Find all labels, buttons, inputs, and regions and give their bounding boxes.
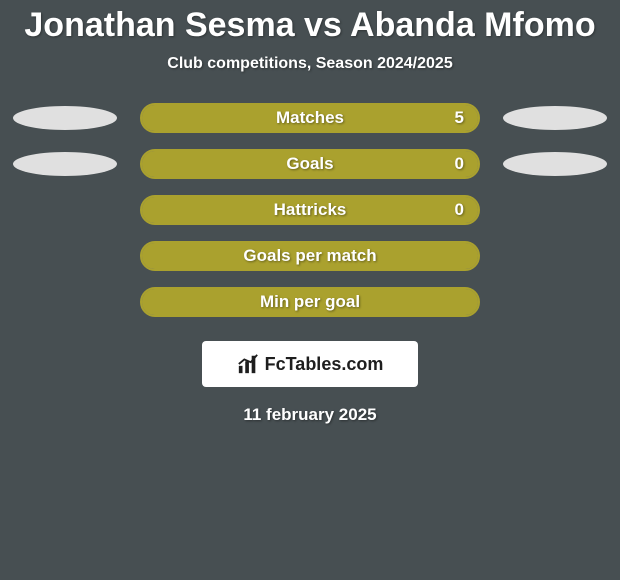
stat-label: Goals per match [243,246,376,266]
stat-row: Goals per match [0,241,620,271]
left-slot [10,149,120,179]
player-right-marker [503,152,607,176]
stat-row: Goals 0 [0,149,620,179]
stat-bar-text: Matches [142,105,478,131]
player-right-marker [503,106,607,130]
logo-text: FcTables.com [265,354,384,375]
stats-rows: Matches 5 Goals 0 Hattricks 0 Goals per match M… [0,103,620,317]
logo-badge: FcTables.com [202,341,418,387]
player-left-marker [13,106,117,130]
left-slot [10,195,120,225]
right-slot [500,241,610,271]
date-text: 11 february 2025 [0,405,620,425]
left-slot [10,241,120,271]
stat-label: Goals [286,154,333,174]
stat-bar-text: Goals [142,151,478,177]
page-subtitle: Club competitions, Season 2024/2025 [0,55,620,73]
stat-bar: Min per goal [140,287,480,317]
stat-row: Hattricks 0 [0,195,620,225]
stat-value: 0 [455,200,464,220]
left-slot [10,103,120,133]
stat-bar-text: Goals per match [142,243,478,269]
player-left-marker [13,152,117,176]
right-slot [500,195,610,225]
stat-bar: Goals 0 [140,149,480,179]
stat-row: Min per goal [0,287,620,317]
stat-bar-text: Min per goal [142,289,478,315]
stat-value: 5 [455,108,464,128]
stat-label: Matches [276,108,344,128]
page-title: Jonathan Sesma vs Abanda Mfomo [0,0,620,45]
stat-bar: Matches 5 [140,103,480,133]
stat-bar-text: Hattricks [142,197,478,223]
stat-value: 0 [455,154,464,174]
left-slot [10,287,120,317]
right-slot [500,287,610,317]
comparison-infographic: Jonathan Sesma vs Abanda Mfomo Club comp… [0,0,620,580]
stat-row: Matches 5 [0,103,620,133]
stat-bar: Goals per match [140,241,480,271]
stat-label: Min per goal [260,292,360,312]
right-slot [500,149,610,179]
bar-chart-icon [237,353,259,375]
stat-bar: Hattricks 0 [140,195,480,225]
right-slot [500,103,610,133]
stat-label: Hattricks [274,200,347,220]
